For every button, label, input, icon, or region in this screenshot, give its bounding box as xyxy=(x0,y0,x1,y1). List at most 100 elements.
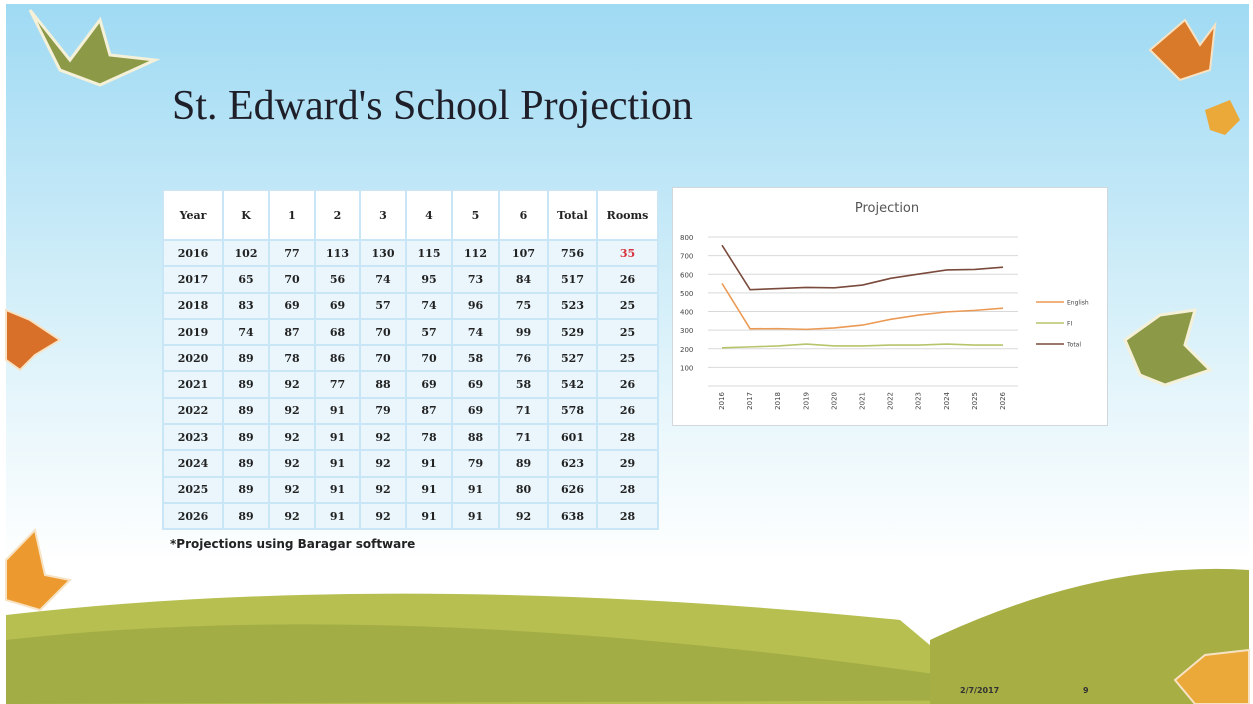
table-cell: 91 xyxy=(315,424,360,450)
header-cell: Year xyxy=(163,190,223,240)
table-cell: 89 xyxy=(223,345,269,371)
table-cell: 71 xyxy=(499,398,548,424)
table-cell: 95 xyxy=(406,266,452,292)
y-tick-label: 300 xyxy=(680,327,693,335)
table-cell: 638 xyxy=(548,503,597,529)
table-cell: 89 xyxy=(223,477,269,503)
x-tick-label: 2017 xyxy=(746,392,754,410)
y-tick-label: 500 xyxy=(680,290,693,298)
table-cell: 2016 xyxy=(163,240,223,266)
table-cell: 71 xyxy=(499,424,548,450)
footnote: *Projections using Baragar software xyxy=(170,537,415,551)
header-cell: K xyxy=(223,190,269,240)
table-cell: 35 xyxy=(597,240,658,266)
table-cell: 92 xyxy=(360,424,406,450)
table-cell: 91 xyxy=(315,477,360,503)
table-cell: 26 xyxy=(597,398,658,424)
table-cell: 78 xyxy=(406,424,452,450)
table-cell: 57 xyxy=(360,293,406,319)
table-cell: 91 xyxy=(452,503,499,529)
table-cell: 2023 xyxy=(163,424,223,450)
table-cell: 28 xyxy=(597,503,658,529)
table-cell: 86 xyxy=(315,345,360,371)
table-cell: 69 xyxy=(406,371,452,397)
x-tick-label: 2016 xyxy=(718,391,726,409)
table-cell: 2018 xyxy=(163,293,223,319)
footer-date: 2/7/2017 xyxy=(960,686,999,695)
table-cell: 2022 xyxy=(163,398,223,424)
table-cell: 79 xyxy=(452,450,499,476)
table-cell: 92 xyxy=(360,477,406,503)
table-cell: 69 xyxy=(452,398,499,424)
table-cell: 92 xyxy=(360,503,406,529)
x-tick-label: 2019 xyxy=(802,392,810,410)
table-cell: 96 xyxy=(452,293,499,319)
table-cell: 2017 xyxy=(163,266,223,292)
table-cell: 28 xyxy=(597,477,658,503)
table-cell: 91 xyxy=(406,477,452,503)
table-cell: 57 xyxy=(406,319,452,345)
table-cell: 92 xyxy=(269,398,315,424)
table-cell: 29 xyxy=(597,450,658,476)
table-cell: 58 xyxy=(499,371,548,397)
table-cell: 75 xyxy=(499,293,548,319)
table-cell: 89 xyxy=(223,503,269,529)
footer-page: 9 xyxy=(1083,686,1089,695)
table-cell: 83 xyxy=(223,293,269,319)
table-cell: 78 xyxy=(269,345,315,371)
table-cell: 529 xyxy=(548,319,597,345)
table-cell: 79 xyxy=(360,398,406,424)
slide: St. Edward's School Projection YearK1234… xyxy=(0,0,1253,704)
header-cell: 2 xyxy=(315,190,360,240)
table-cell: 77 xyxy=(269,240,315,266)
table-cell: 26 xyxy=(597,266,658,292)
table-cell: 601 xyxy=(548,424,597,450)
table-cell: 527 xyxy=(548,345,597,371)
table-cell: 88 xyxy=(360,371,406,397)
table-cell: 88 xyxy=(452,424,499,450)
y-tick-label: 200 xyxy=(680,346,693,354)
slide-title: St. Edward's School Projection xyxy=(172,82,693,130)
table-cell: 623 xyxy=(548,450,597,476)
table-cell: 74 xyxy=(360,266,406,292)
chart-frame xyxy=(673,188,1108,426)
table-cell: 91 xyxy=(315,398,360,424)
table-cell: 58 xyxy=(452,345,499,371)
header-cell: Total xyxy=(548,190,597,240)
x-tick-label: 2024 xyxy=(943,391,951,409)
legend-label: Total xyxy=(1066,342,1081,349)
table-cell: 87 xyxy=(406,398,452,424)
x-tick-label: 2021 xyxy=(859,392,867,410)
header-cell: 1 xyxy=(269,190,315,240)
table-cell: 2021 xyxy=(163,371,223,397)
table-cell: 517 xyxy=(548,266,597,292)
header-cell: 6 xyxy=(499,190,548,240)
table-cell: 25 xyxy=(597,345,658,371)
table-cell: 91 xyxy=(452,477,499,503)
table-cell: 91 xyxy=(406,450,452,476)
table-cell: 89 xyxy=(223,424,269,450)
x-tick-label: 2022 xyxy=(887,392,895,410)
table-cell: 76 xyxy=(499,345,548,371)
x-tick-label: 2026 xyxy=(999,391,1007,409)
table-cell: 74 xyxy=(452,319,499,345)
table-cell: 92 xyxy=(269,477,315,503)
table-cell: 73 xyxy=(452,266,499,292)
table-cell: 91 xyxy=(315,503,360,529)
table-cell: 626 xyxy=(548,477,597,503)
table-cell: 69 xyxy=(452,371,499,397)
table-cell: 77 xyxy=(315,371,360,397)
table-cell: 2020 xyxy=(163,345,223,371)
table-cell: 25 xyxy=(597,293,658,319)
table-cell: 89 xyxy=(499,450,548,476)
table-cell: 107 xyxy=(499,240,548,266)
y-tick-label: 600 xyxy=(680,271,693,279)
legend-label: English xyxy=(1067,300,1089,307)
